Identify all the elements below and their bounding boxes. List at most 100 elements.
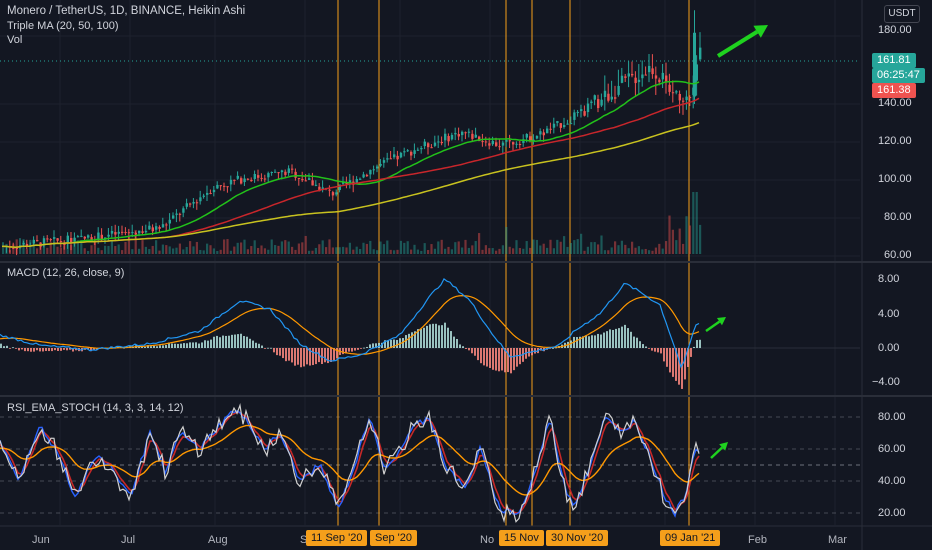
candle-body <box>83 236 86 239</box>
candle-body <box>624 76 627 78</box>
macd-histogram-bar <box>348 348 350 352</box>
macd-histogram-bar <box>150 346 152 348</box>
volume-bar <box>253 240 256 254</box>
candle-body <box>131 232 134 234</box>
moving-averages <box>1 80 700 248</box>
macd-histogram-bar <box>165 344 167 348</box>
volume-bar <box>226 239 229 254</box>
rsi-tick: 80.00 <box>878 411 906 423</box>
candle-body <box>583 111 586 116</box>
volume-bar <box>301 242 304 254</box>
candle-body <box>607 93 610 101</box>
volume-bar <box>294 249 297 254</box>
rsi-up-arrow-shaft <box>710 446 724 459</box>
volume-bar <box>614 241 617 254</box>
volume-bar <box>148 249 151 254</box>
candle-body <box>433 142 437 146</box>
macd-histogram-bar <box>360 348 362 349</box>
candle-body <box>189 203 192 205</box>
candle-body <box>586 103 590 113</box>
volume-bar <box>325 247 328 254</box>
candle-body <box>685 96 688 101</box>
macd-histogram-bar <box>696 340 698 348</box>
ma-legend[interactable]: Triple MA (20, 50, 100) <box>7 20 119 32</box>
candle-body <box>505 139 508 142</box>
macd-histogram-bar <box>429 324 431 348</box>
vol-legend[interactable]: Vol <box>7 34 23 46</box>
macd-histogram-bar <box>300 348 302 368</box>
macd-histogram-bar <box>288 348 290 361</box>
macd-histogram-bar <box>414 331 416 348</box>
rsi-legend[interactable]: RSI_EMA_STOCH (14, 3, 3, 14, 12) <box>7 402 184 414</box>
candle-body <box>277 172 280 174</box>
volume-bar <box>467 247 470 254</box>
rsi-tick: 40.00 <box>878 475 906 487</box>
volume-bar <box>46 247 49 254</box>
candle-body <box>393 154 396 158</box>
volume-bar <box>556 239 559 254</box>
volume-bar <box>505 227 508 254</box>
macd-histogram-bar <box>261 345 263 348</box>
candle-body <box>199 197 202 202</box>
candle-body <box>226 186 229 188</box>
macd-histogram-bar <box>600 334 602 348</box>
candle-body <box>396 155 399 160</box>
macd-legend[interactable]: MACD (12, 26, close, 9) <box>7 267 125 279</box>
macd-histogram-bar <box>183 343 185 348</box>
macd-histogram-bar <box>411 332 413 348</box>
volume-bar <box>233 246 236 254</box>
currency-button[interactable]: USDT <box>884 5 920 23</box>
candle-body <box>501 142 505 146</box>
macd-histogram-bar <box>141 346 143 348</box>
macd-histogram-bar <box>162 345 164 348</box>
macd-histogram-bar <box>24 348 26 352</box>
volume-bar <box>590 242 593 254</box>
time-label: Aug <box>208 534 228 546</box>
volume-bar <box>620 240 623 254</box>
candle-body <box>556 121 559 123</box>
candle-body <box>22 242 25 245</box>
volume-bar <box>155 240 158 254</box>
macd-histogram-bar <box>246 336 248 348</box>
candle-body <box>515 143 518 145</box>
volume-bar <box>576 239 579 254</box>
volume-bar <box>362 242 365 254</box>
candle-body <box>648 65 651 73</box>
candle-body <box>641 74 644 79</box>
macd-histogram-bar <box>213 336 215 348</box>
volume-bar <box>206 243 209 254</box>
candle-body <box>240 178 243 184</box>
candle-body <box>593 95 596 100</box>
candle-body <box>216 184 219 189</box>
volume-bar <box>202 250 205 254</box>
candle-body <box>671 92 675 94</box>
time-label: Feb <box>748 534 767 546</box>
volume-bar <box>25 249 28 254</box>
macd-histogram-bar <box>513 348 515 371</box>
macd-histogram-bar <box>57 348 59 351</box>
volume-bar <box>437 241 440 254</box>
volume-bar <box>263 248 266 254</box>
macd-histogram-bar <box>63 348 65 350</box>
macd-histogram-bar <box>684 348 686 380</box>
macd-histogram-bar <box>408 333 410 348</box>
volume-bar <box>267 249 270 254</box>
candle-body <box>603 90 607 98</box>
candle-body <box>478 136 481 142</box>
volume-bar <box>410 249 413 254</box>
candle-body <box>263 178 267 180</box>
volume-bar <box>158 250 161 254</box>
volume-bar <box>552 248 555 254</box>
volume-bar <box>104 245 107 254</box>
volume-bar <box>331 247 334 254</box>
volume-bar <box>413 244 416 254</box>
macd-histogram-bar <box>315 348 317 365</box>
macd-histogram-bar <box>201 342 203 348</box>
macd-histogram-bar <box>651 348 653 351</box>
symbol-title[interactable]: Monero / TetherUS, 1D, BINANCE, Heikin A… <box>7 5 246 17</box>
macd-histogram-bar <box>612 329 614 348</box>
macd-histogram-bar <box>501 348 503 371</box>
candle-body <box>430 147 433 149</box>
volume-bar <box>131 249 134 254</box>
